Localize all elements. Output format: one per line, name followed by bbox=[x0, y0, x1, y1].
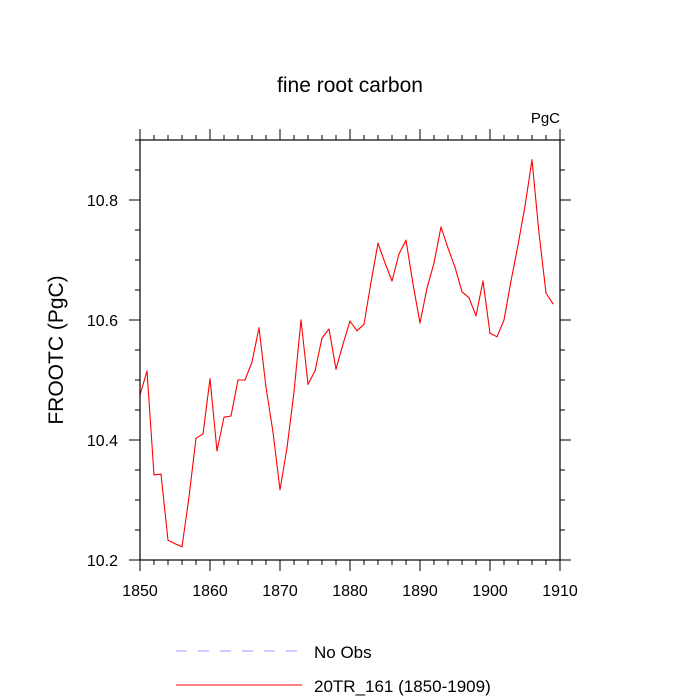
chart-title: fine root carbon bbox=[277, 74, 423, 97]
data-point bbox=[160, 473, 162, 475]
data-point bbox=[314, 370, 316, 372]
data-point bbox=[531, 159, 533, 161]
data-point bbox=[237, 379, 239, 381]
data-point bbox=[398, 253, 400, 255]
x-tick-label: 1860 bbox=[192, 583, 228, 600]
x-tick-label: 1850 bbox=[122, 583, 158, 600]
data-point bbox=[391, 280, 393, 282]
data-point bbox=[552, 303, 554, 305]
data-point bbox=[244, 379, 246, 381]
data-point bbox=[370, 281, 372, 283]
data-point bbox=[356, 330, 358, 332]
y-tick-label: 10.2 bbox=[87, 553, 118, 570]
data-point bbox=[475, 315, 477, 317]
legend-label: 20TR_161 (1850-1909) bbox=[314, 677, 491, 696]
data-point bbox=[503, 319, 505, 321]
data-point bbox=[419, 322, 421, 324]
data-point bbox=[440, 226, 442, 228]
x-tick-label: 1870 bbox=[262, 583, 298, 600]
data-point bbox=[258, 327, 260, 329]
x-tick-label: 1910 bbox=[542, 583, 578, 600]
data-point bbox=[468, 297, 470, 299]
data-point bbox=[307, 383, 309, 385]
data-point bbox=[384, 262, 386, 264]
units-label: PgC bbox=[531, 110, 560, 127]
data-point bbox=[272, 431, 274, 433]
data-point bbox=[426, 287, 428, 289]
data-point bbox=[363, 323, 365, 325]
data-point bbox=[286, 447, 288, 449]
data-point bbox=[223, 416, 225, 418]
data-point bbox=[524, 205, 526, 207]
data-point bbox=[335, 368, 337, 370]
data-point bbox=[517, 244, 519, 246]
data-point bbox=[538, 232, 540, 234]
y-axis-label: FROOTC (PgC) bbox=[45, 275, 68, 424]
data-point bbox=[146, 370, 148, 372]
x-tick-label: 1900 bbox=[472, 583, 508, 600]
data-point bbox=[377, 242, 379, 244]
data-point bbox=[342, 343, 344, 345]
data-point bbox=[545, 292, 547, 294]
legend-label: No Obs bbox=[314, 643, 372, 662]
data-point bbox=[181, 546, 183, 548]
data-point bbox=[265, 386, 267, 388]
data-point bbox=[174, 543, 176, 545]
data-point bbox=[202, 433, 204, 435]
data-point bbox=[328, 328, 330, 330]
data-point bbox=[510, 280, 512, 282]
plot-frame bbox=[139, 139, 561, 561]
data-point bbox=[195, 437, 197, 439]
data-point bbox=[321, 337, 323, 339]
y-tick-label: 10.6 bbox=[87, 313, 118, 330]
data-point bbox=[230, 415, 232, 417]
data-point bbox=[188, 496, 190, 498]
data-point bbox=[482, 280, 484, 282]
data-point bbox=[349, 320, 351, 322]
y-tick-label: 10.4 bbox=[87, 433, 118, 450]
data-point bbox=[300, 319, 302, 321]
data-point bbox=[167, 539, 169, 541]
data-point bbox=[447, 247, 449, 249]
data-point bbox=[153, 474, 155, 476]
data-point bbox=[496, 336, 498, 338]
data-point bbox=[461, 291, 463, 293]
data-point bbox=[279, 489, 281, 491]
x-tick-label: 1880 bbox=[332, 583, 368, 600]
data-point bbox=[293, 391, 295, 393]
data-point bbox=[412, 283, 414, 285]
data-point bbox=[433, 262, 435, 264]
y-tick-label: 10.8 bbox=[87, 193, 118, 210]
data-point bbox=[454, 266, 456, 268]
data-point bbox=[489, 332, 491, 334]
data-point bbox=[251, 361, 253, 363]
data-point bbox=[216, 450, 218, 452]
data-point bbox=[209, 378, 211, 380]
x-tick-label: 1890 bbox=[402, 583, 438, 600]
data-point bbox=[405, 239, 407, 241]
series-line bbox=[139, 159, 554, 548]
